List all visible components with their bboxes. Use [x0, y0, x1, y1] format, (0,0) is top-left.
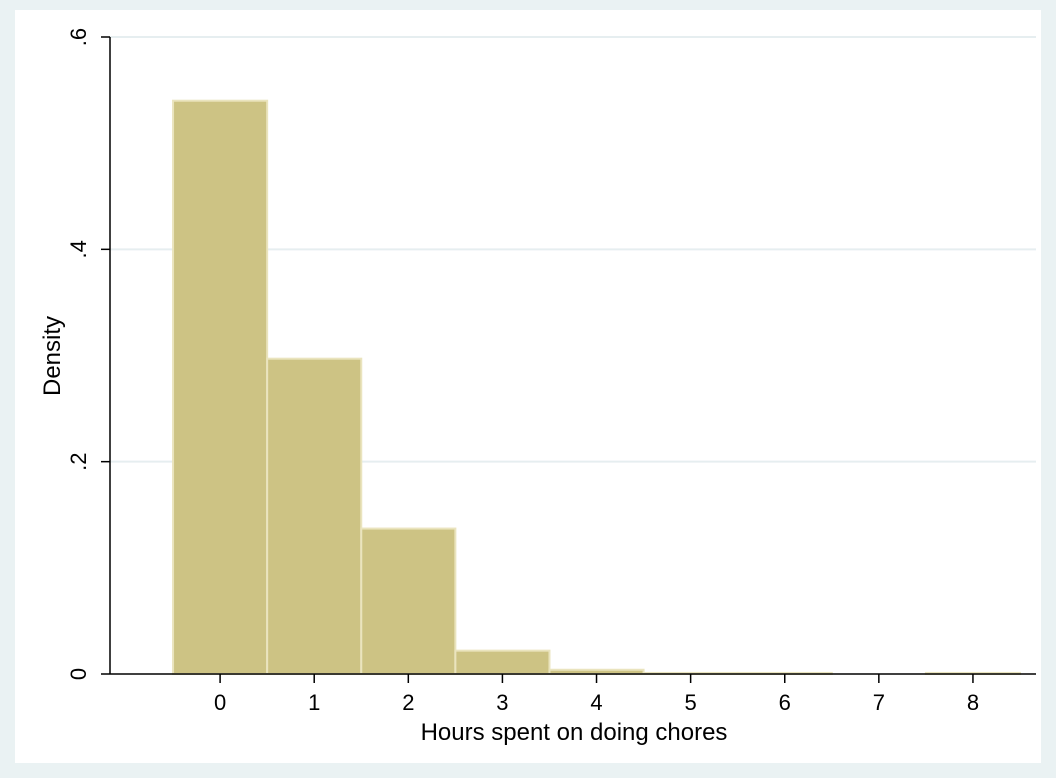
y-tick-label: .6: [66, 28, 91, 46]
x-tick-label: 7: [873, 690, 885, 715]
x-tick-label: 6: [779, 690, 791, 715]
y-axis-title: Density: [39, 316, 66, 396]
histogram-bar: [172, 99, 269, 675]
histogram-bar: [266, 357, 363, 675]
x-tick-label: 0: [214, 690, 226, 715]
y-tick-label: .2: [66, 452, 91, 470]
x-tick-label: 5: [685, 690, 697, 715]
y-tick-label: .4: [66, 240, 91, 258]
axes: [109, 37, 1036, 675]
histogram-bar: [454, 649, 551, 675]
histogram-bars: [172, 99, 1022, 676]
x-axis-ticks: 0 1 2 3 4 5 6 7 8: [214, 674, 979, 715]
x-tick-label: 1: [308, 690, 320, 715]
x-tick-label: 8: [967, 690, 979, 715]
x-tick-label: 3: [496, 690, 508, 715]
x-tick-label: 4: [590, 690, 602, 715]
histogram-bar: [360, 527, 457, 676]
y-axis-ticks: 0 .2 .4 .6: [66, 28, 110, 680]
x-axis-title: Hours spent on doing chores: [421, 719, 728, 746]
y-tick-label: 0: [66, 668, 91, 680]
x-tick-label: 2: [402, 690, 414, 715]
